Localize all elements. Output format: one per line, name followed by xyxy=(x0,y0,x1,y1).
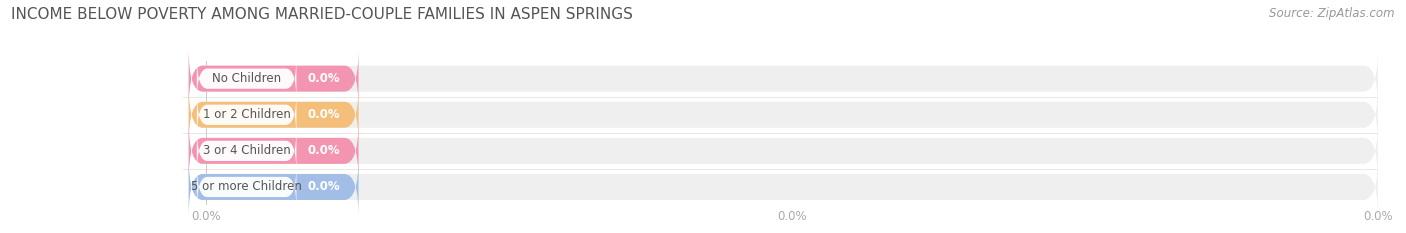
Text: No Children: No Children xyxy=(212,72,281,85)
FancyBboxPatch shape xyxy=(188,48,359,109)
FancyBboxPatch shape xyxy=(188,157,1378,217)
FancyBboxPatch shape xyxy=(197,56,297,101)
Text: Source: ZipAtlas.com: Source: ZipAtlas.com xyxy=(1270,7,1395,20)
Text: 0.0%: 0.0% xyxy=(307,181,340,193)
Text: 3 or 4 Children: 3 or 4 Children xyxy=(202,144,291,157)
Text: 1 or 2 Children: 1 or 2 Children xyxy=(202,108,291,121)
FancyBboxPatch shape xyxy=(188,120,1378,181)
FancyBboxPatch shape xyxy=(188,157,359,217)
FancyBboxPatch shape xyxy=(188,84,359,145)
FancyBboxPatch shape xyxy=(188,120,359,181)
FancyBboxPatch shape xyxy=(188,48,1378,109)
Text: 0.0%: 0.0% xyxy=(307,108,340,121)
FancyBboxPatch shape xyxy=(197,92,297,137)
FancyBboxPatch shape xyxy=(188,84,1378,145)
Text: 0.0%: 0.0% xyxy=(307,72,340,85)
Text: 0.0%: 0.0% xyxy=(307,144,340,157)
Text: 5 or more Children: 5 or more Children xyxy=(191,181,302,193)
FancyBboxPatch shape xyxy=(197,164,297,209)
Text: INCOME BELOW POVERTY AMONG MARRIED-COUPLE FAMILIES IN ASPEN SPRINGS: INCOME BELOW POVERTY AMONG MARRIED-COUPL… xyxy=(11,7,633,22)
FancyBboxPatch shape xyxy=(197,128,297,173)
